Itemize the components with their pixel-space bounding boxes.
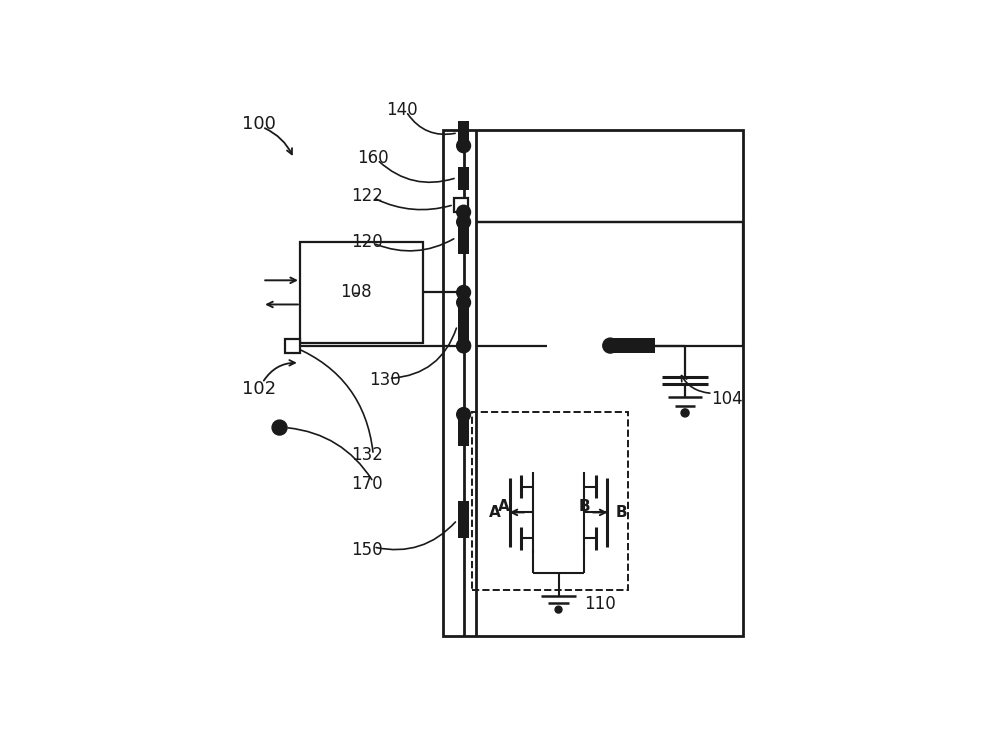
Text: 170: 170 [351, 474, 383, 492]
Bar [458, 121, 469, 150]
Text: 104: 104 [711, 389, 743, 408]
Text: 100: 100 [242, 115, 276, 133]
Bar [454, 198, 468, 212]
Text: 110: 110 [584, 595, 616, 613]
Bar [458, 409, 469, 446]
Bar [458, 222, 469, 253]
Bar [458, 303, 469, 346]
Text: 160: 160 [357, 149, 389, 167]
Circle shape [555, 606, 562, 613]
Text: 150: 150 [351, 541, 383, 559]
Text: B: B [579, 499, 590, 514]
Circle shape [457, 139, 471, 152]
Bar [300, 242, 423, 343]
Bar [472, 412, 628, 590]
Circle shape [681, 409, 689, 417]
Circle shape [457, 296, 471, 309]
Text: B: B [616, 505, 628, 520]
Circle shape [603, 338, 618, 353]
Text: A: A [498, 499, 510, 514]
Text: 122: 122 [351, 187, 383, 205]
Bar [458, 167, 469, 190]
Text: 102: 102 [242, 379, 276, 397]
Text: 140: 140 [386, 101, 418, 119]
Bar [611, 338, 655, 353]
Text: A: A [489, 505, 501, 520]
Circle shape [272, 420, 287, 435]
Circle shape [457, 205, 471, 219]
Bar [458, 501, 469, 539]
Circle shape [457, 338, 471, 353]
Circle shape [457, 215, 471, 229]
Bar [443, 130, 743, 636]
Bar [285, 338, 300, 353]
Text: 130: 130 [369, 371, 400, 389]
Text: 108: 108 [340, 283, 372, 301]
Circle shape [457, 339, 471, 353]
Text: 120: 120 [351, 233, 383, 251]
Circle shape [457, 285, 471, 300]
Circle shape [457, 408, 471, 421]
Text: 132: 132 [351, 446, 383, 464]
